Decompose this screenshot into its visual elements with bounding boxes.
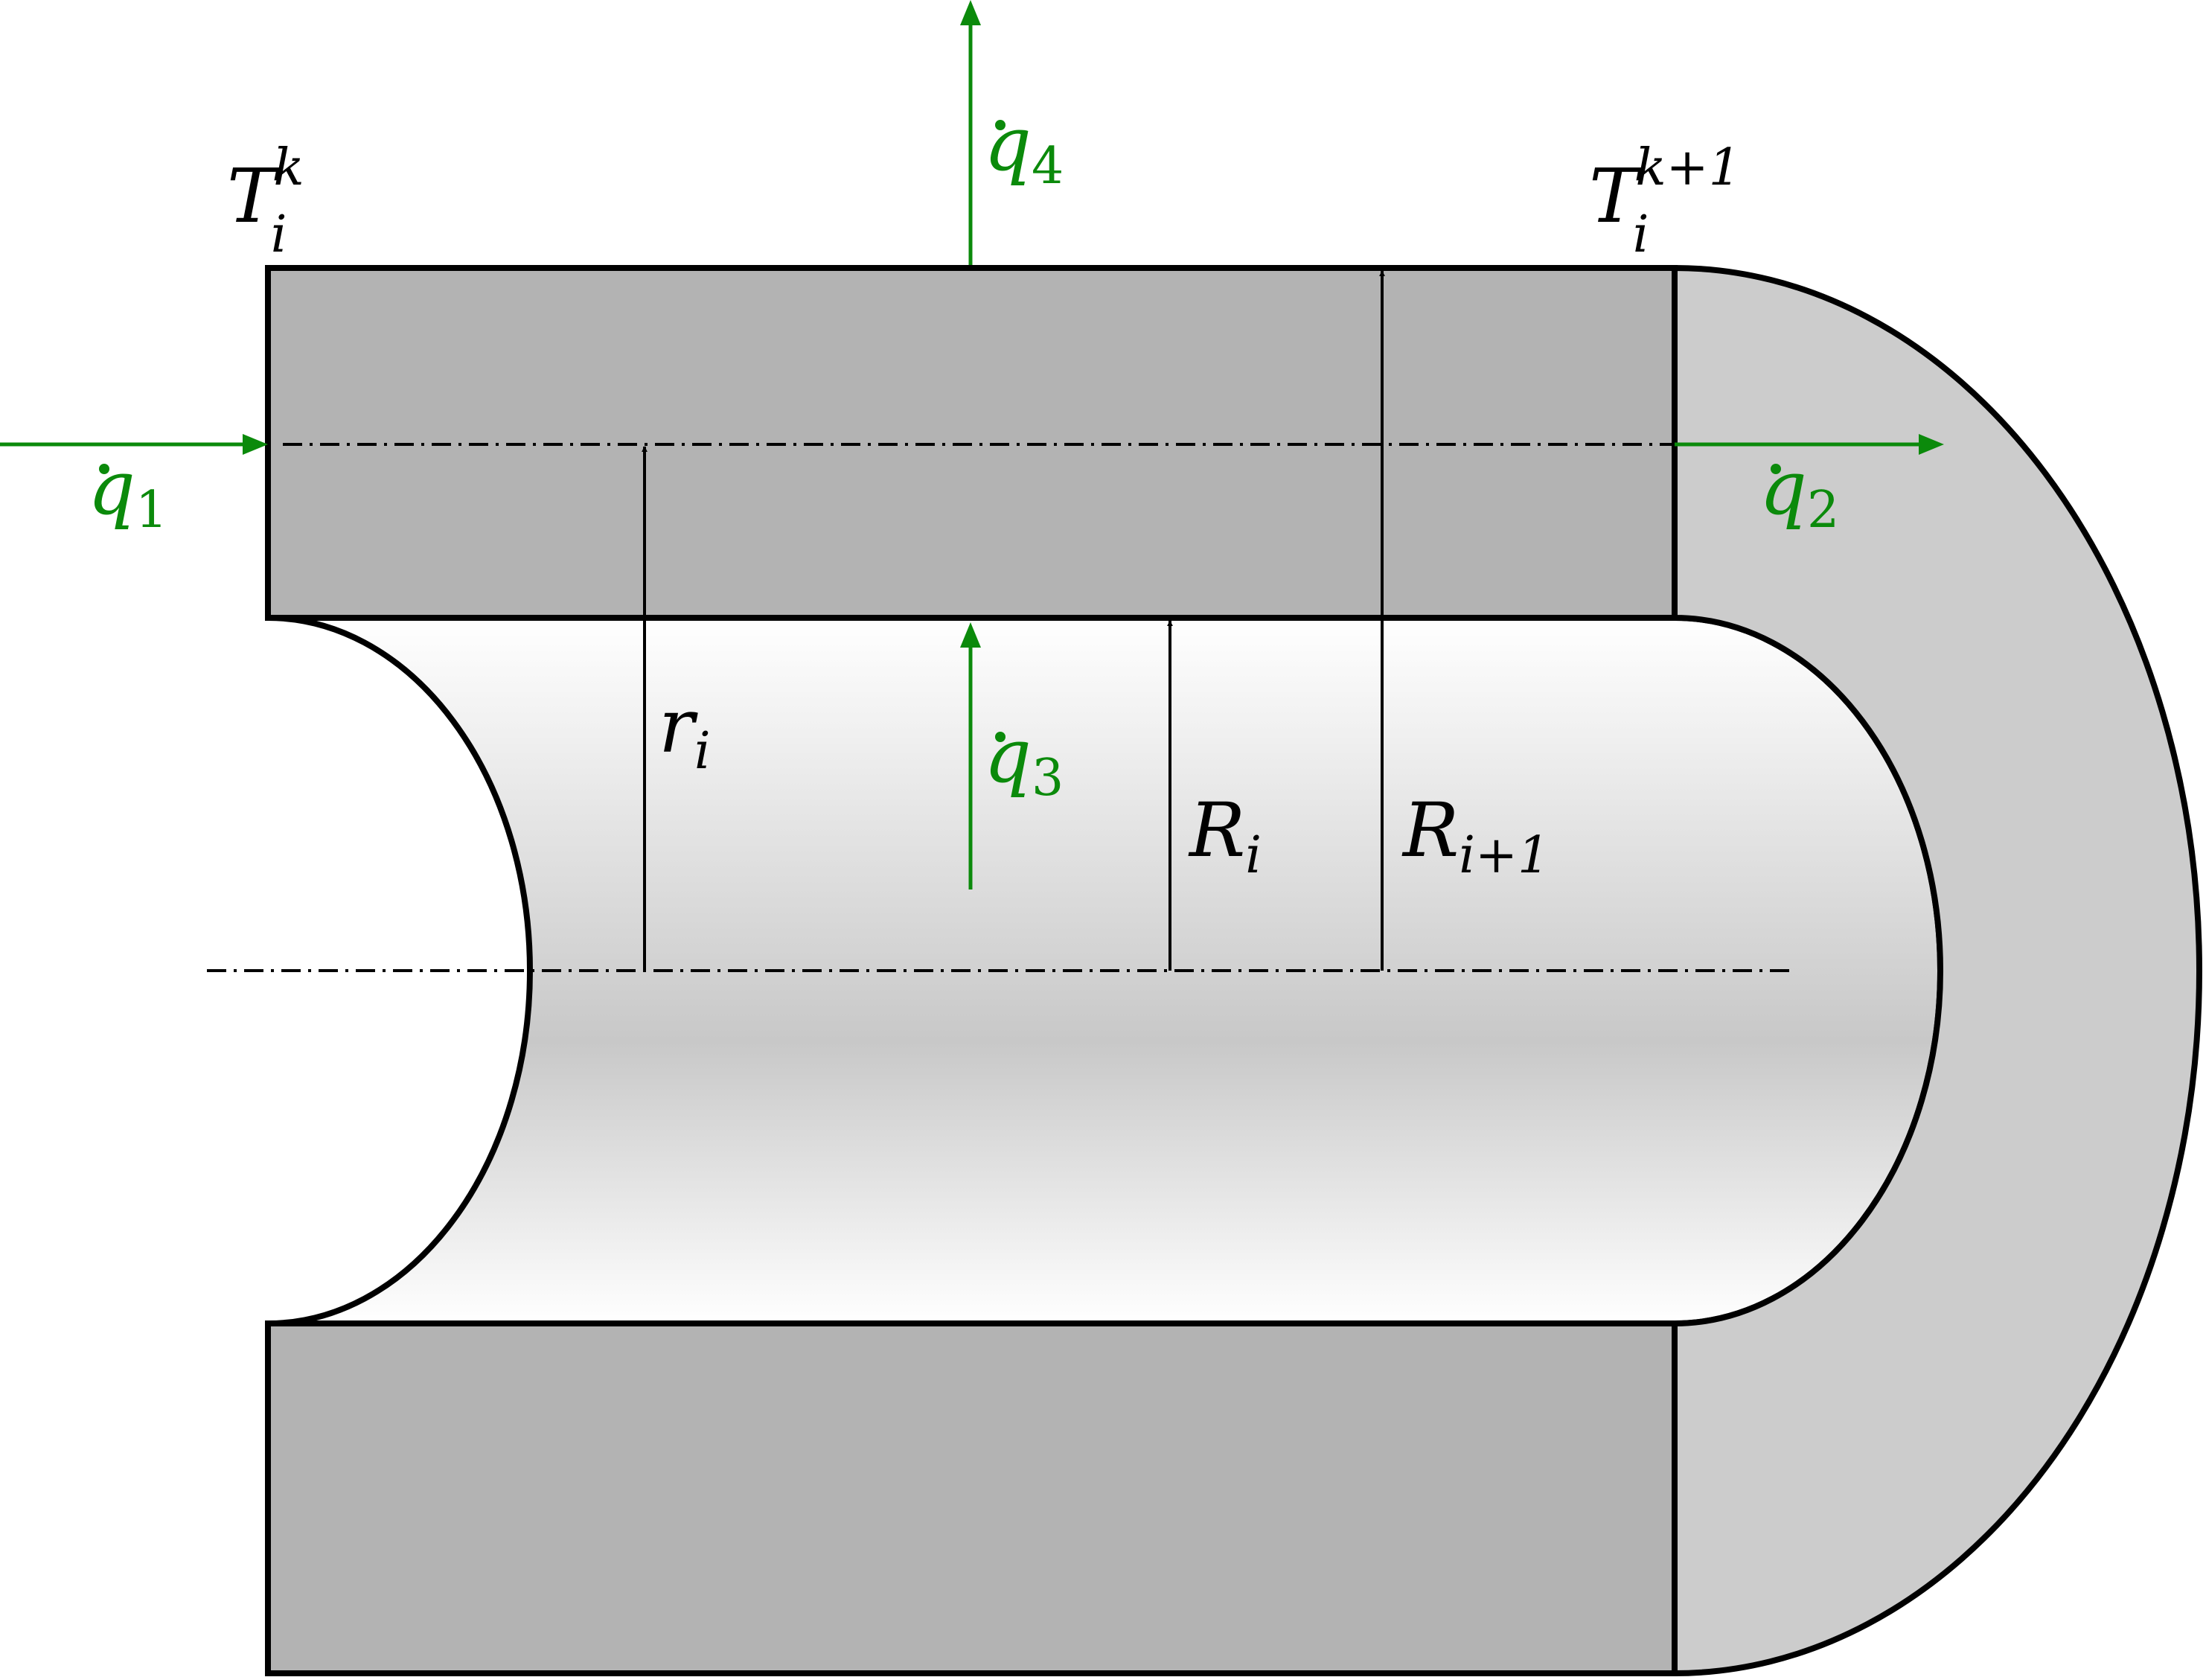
temperature-label-left: Tik bbox=[227, 138, 304, 264]
pipe-wall-bottom bbox=[265, 1320, 1678, 1676]
heat-flux-label-q3: q3 bbox=[984, 712, 1064, 808]
radius-label-R-i: Ri bbox=[1188, 787, 1262, 885]
temperature-label-right: Tik+1 bbox=[1589, 138, 1741, 264]
radius-label-r-i: ri bbox=[659, 683, 711, 781]
heat-flux-arrow-q2 bbox=[1675, 434, 1944, 455]
heat-flux-arrow-q1 bbox=[0, 434, 268, 455]
pipe-end-face bbox=[1672, 265, 2202, 1676]
heat-flux-label-q4: q4 bbox=[984, 100, 1064, 196]
heat-flux-arrow-q4 bbox=[960, 0, 981, 265]
heat-flux-label-q2: q2 bbox=[1759, 444, 1839, 540]
q3-dot bbox=[995, 732, 1006, 742]
heat-flux-label-q1: q1 bbox=[88, 444, 167, 540]
q2-dot bbox=[1771, 464, 1781, 474]
heat-flux-arrow-q3 bbox=[960, 622, 981, 889]
heat-flux-arrows bbox=[0, 0, 1944, 889]
q4-dot bbox=[995, 120, 1006, 130]
q1-dot bbox=[99, 464, 109, 474]
radius-label-R-i1: Ri+1 bbox=[1401, 787, 1550, 885]
